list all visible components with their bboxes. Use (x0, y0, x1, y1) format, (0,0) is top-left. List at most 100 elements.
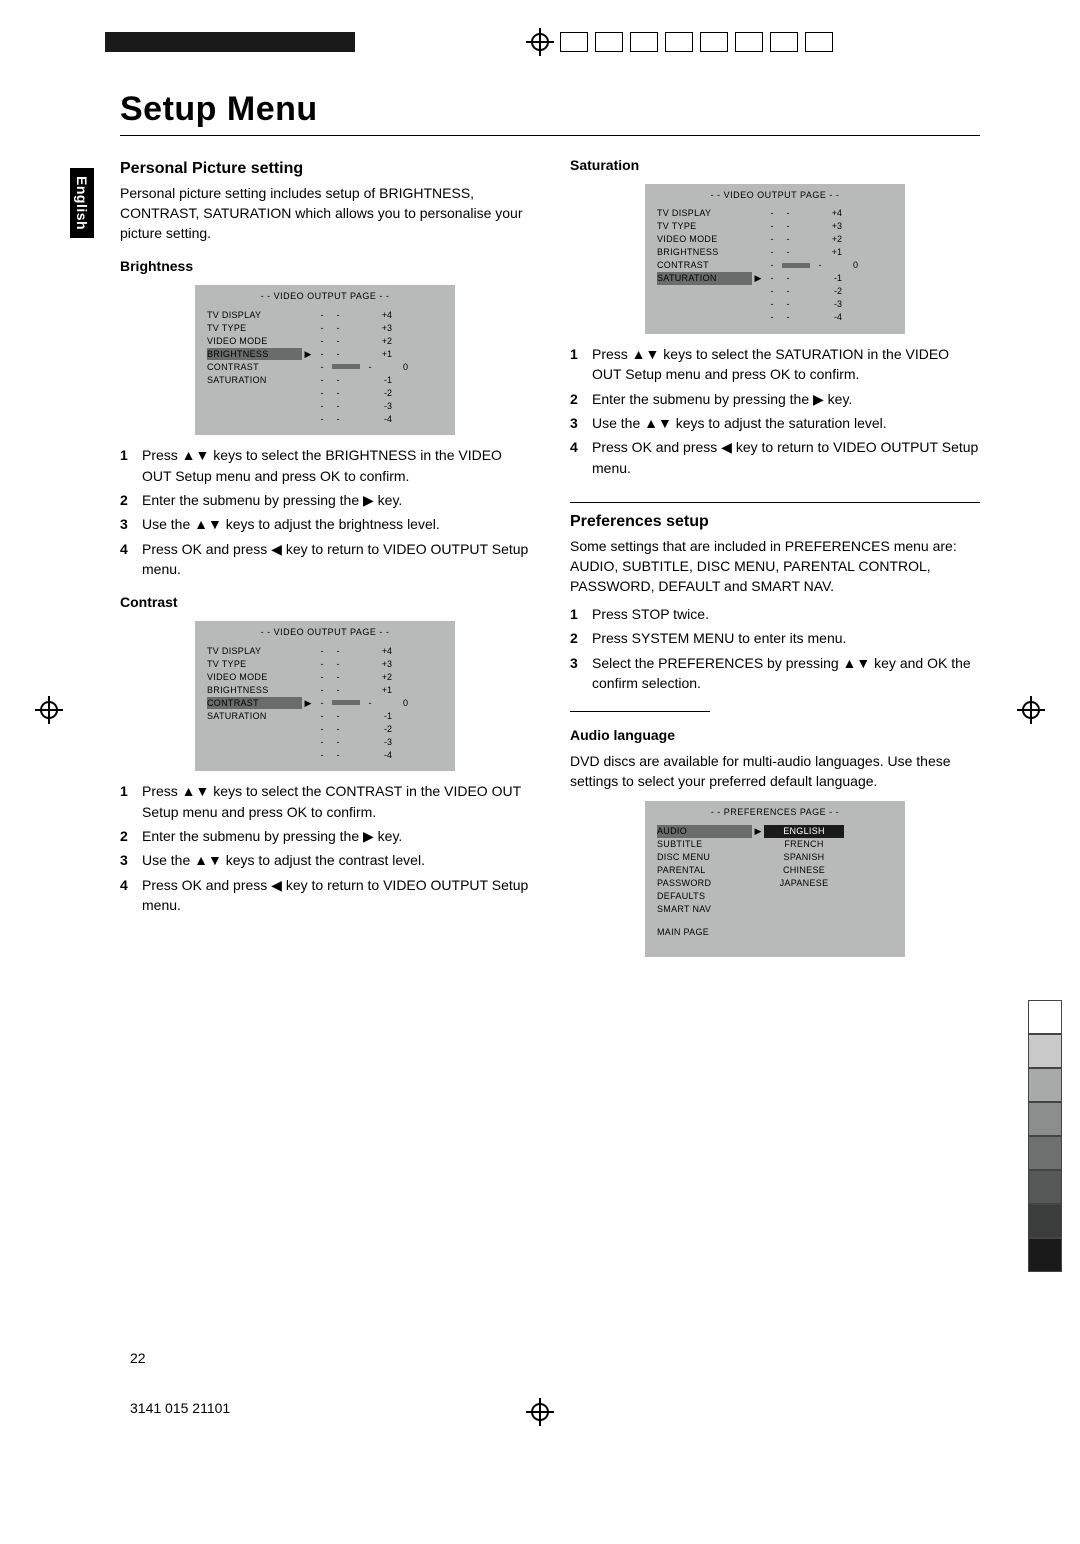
menu-bar-indicator (332, 700, 360, 705)
pref-option: CHINESE (764, 864, 844, 877)
menu-row: BRIGHTNESS--+1 (645, 246, 905, 259)
menu-row: SATURATION▶---1 (645, 272, 905, 285)
menu-label: CONTRAST (207, 697, 302, 710)
menu-label: TV DISPLAY (207, 645, 302, 658)
menu-label: VIDEO MODE (207, 335, 302, 348)
menu-label: BRIGHTNESS (207, 684, 302, 697)
menu-row: CONTRAST--0 (645, 259, 905, 272)
box-mark (595, 32, 623, 52)
menu-dash: - (314, 413, 330, 426)
step-number: 1 (120, 445, 142, 486)
menu-row: CONTRAST--0 (195, 360, 455, 373)
menu-dash: - (314, 387, 330, 400)
menu-value: 0 (378, 361, 408, 374)
step-text: Use the ▲▼ keys to adjust the contrast l… (142, 850, 530, 870)
color-bar (1028, 1000, 1062, 1272)
part-number: 3141 015 21101 (130, 1400, 230, 1416)
menu-dash: - (330, 710, 346, 723)
menu-row: BRIGHTNESS▶--+1 (195, 347, 455, 360)
color-swatch (1028, 1136, 1062, 1170)
pref-label: DEFAULTS (657, 890, 752, 903)
menu-dash: - (780, 246, 796, 259)
menu-value: +2 (812, 233, 842, 246)
menu-row: SATURATION---1 (195, 373, 455, 386)
step-item: 3Use the ▲▼ keys to adjust the saturatio… (570, 413, 980, 433)
step-item: 1Press ▲▼ keys to select the BRIGHTNESS … (120, 445, 530, 486)
menu-label: CONTRAST (207, 361, 302, 374)
menu-row: ---4 (645, 311, 905, 324)
pref-row: PARENTALCHINESE (645, 864, 905, 877)
menu-row: ---2 (195, 722, 455, 735)
box-mark (770, 32, 798, 52)
section-heading-preferences: Preferences setup (570, 511, 980, 533)
menu-bar-indicator (332, 364, 360, 369)
menu-dash: - (780, 207, 796, 220)
menu-value: +4 (812, 207, 842, 220)
step-number: 3 (570, 413, 592, 433)
pref-row: SUBTITLEFRENCH (645, 838, 905, 851)
pref-option: ENGLISH (764, 825, 844, 838)
step-item: 2Enter the submenu by pressing the ▶ key… (570, 389, 980, 409)
box-mark (630, 32, 658, 52)
short-divider (570, 711, 710, 712)
menu-value: -4 (362, 413, 392, 426)
menu-label: TV TYPE (657, 220, 752, 233)
menu-dash: - (314, 697, 330, 710)
step-text: Press OK and press ◀ key to return to VI… (592, 437, 980, 478)
step-text: Select the PREFERENCES by pressing ▲▼ ke… (592, 653, 980, 694)
menu-dash: - (764, 272, 780, 285)
menu-dash: - (764, 220, 780, 233)
menu-row: ---3 (195, 735, 455, 748)
step-number: 4 (120, 539, 142, 580)
menu-dash: - (314, 736, 330, 749)
subheading-brightness: Brightness (120, 257, 530, 277)
menu-value: +3 (812, 220, 842, 233)
pref-row: AUDIO▶ENGLISH (645, 825, 905, 838)
menu-row: TV DISPLAY--+4 (645, 207, 905, 220)
color-swatch (1028, 1068, 1062, 1102)
menu-value: -4 (362, 749, 392, 762)
menu-value: +3 (362, 322, 392, 335)
menu-value: -1 (362, 374, 392, 387)
step-text: Press ▲▼ keys to select the SATURATION i… (592, 344, 980, 385)
menu-value: +1 (812, 246, 842, 259)
menu-row: ---3 (645, 298, 905, 311)
menu-arrow-icon: ▶ (752, 272, 764, 285)
menu-dash: - (330, 374, 346, 387)
step-item: 4Press OK and press ◀ key to return to V… (120, 875, 530, 916)
menu-label: TV DISPLAY (207, 309, 302, 322)
menu-value: +4 (362, 645, 392, 658)
box-mark (735, 32, 763, 52)
color-swatch (1028, 1204, 1062, 1238)
saturation-steps: 1Press ▲▼ keys to select the SATURATION … (570, 344, 980, 478)
menu-label: CONTRAST (657, 259, 752, 272)
menu-row: ---2 (195, 386, 455, 399)
menu-dash: - (330, 749, 346, 762)
step-item: 3Select the PREFERENCES by pressing ▲▼ k… (570, 653, 980, 694)
menu-value: -2 (362, 723, 392, 736)
menu-row: VIDEO MODE--+2 (645, 233, 905, 246)
section-intro: Personal picture setting includes setup … (120, 184, 530, 243)
menu-dash: - (330, 645, 346, 658)
pref-label: DISC MENU (657, 851, 752, 864)
menu-value: -1 (362, 710, 392, 723)
menu-label: TV DISPLAY (657, 207, 752, 220)
menu-value: -3 (812, 298, 842, 311)
menu-label: TV TYPE (207, 322, 302, 335)
step-text: Use the ▲▼ keys to adjust the brightness… (142, 514, 530, 534)
menu-row: TV DISPLAY--+4 (195, 308, 455, 321)
step-item: 1Press STOP twice. (570, 604, 980, 624)
step-item: 1Press ▲▼ keys to select the CONTRAST in… (120, 781, 530, 822)
menu-dash: - (314, 749, 330, 762)
pref-arrow-icon: ▶ (752, 825, 764, 838)
print-marks-top (0, 32, 1080, 56)
step-item: 3Use the ▲▼ keys to adjust the contrast … (120, 850, 530, 870)
menu-dash: - (314, 348, 330, 361)
registration-bar (105, 32, 355, 52)
preferences-steps: 1Press STOP twice.2Press SYSTEM MENU to … (570, 604, 980, 693)
menu-row: BRIGHTNESS--+1 (195, 683, 455, 696)
menu-row: SATURATION---1 (195, 709, 455, 722)
menu-row: -- -4 (195, 748, 455, 761)
menu-row: TV TYPE--+3 (195, 321, 455, 334)
menu-arrow-icon: ▶ (302, 348, 314, 361)
